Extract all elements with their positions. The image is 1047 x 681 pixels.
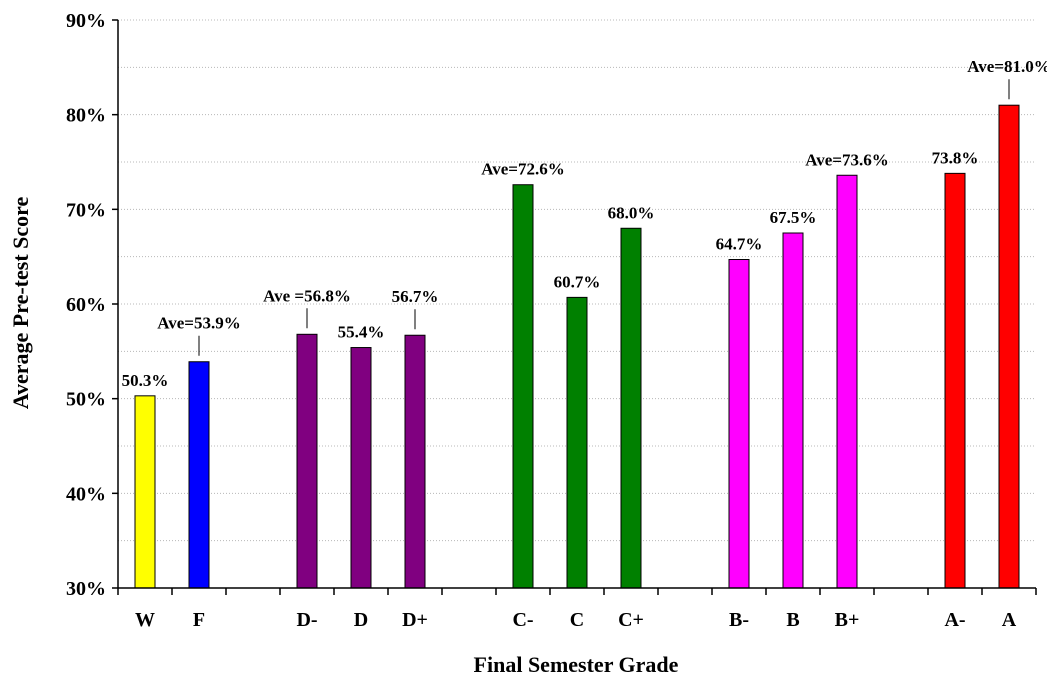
x-tick-labels: W F D- D D+ C- C C+ B- B B+ A- A (135, 609, 1017, 631)
bar-B-minus (728, 259, 750, 589)
y-axis-title: Average Pre-test Score (8, 196, 33, 409)
x-tick-label: D (354, 609, 368, 631)
x-tick-label: F (193, 609, 205, 631)
x-tick-label: B- (729, 609, 749, 631)
bar-D-plus (404, 334, 426, 589)
data-label: 67.5% (770, 208, 817, 227)
y-tick-label: 40% (66, 483, 106, 505)
data-label: Ave =56.8% (263, 286, 351, 305)
data-label: 56.7% (392, 287, 439, 306)
data-labels: 50.3% Ave=53.9% Ave =56.8% 55.4% 56.7% Ave=72… (122, 57, 1047, 390)
bars (134, 104, 1020, 589)
x-tick-label: A- (944, 609, 965, 631)
x-tick-label: C- (512, 609, 533, 631)
bar-C (566, 296, 588, 589)
bar-A-minus (944, 172, 966, 589)
bar-C-plus (620, 227, 642, 589)
y-tick-label: 80% (66, 105, 106, 127)
data-label: 50.3% (122, 371, 169, 390)
x-tick-label: C (570, 609, 584, 631)
data-label: Ave=73.6% (805, 150, 889, 169)
x-tick-label: A (1002, 609, 1017, 631)
x-tick-label: W (135, 609, 155, 631)
data-label: 55.4% (338, 323, 385, 342)
x-tick-label: D+ (402, 609, 428, 631)
bar-F (188, 361, 210, 589)
bar-A (998, 104, 1020, 589)
y-tick-labels: 30% 40% 50% 60% 70% 80% 90% (66, 10, 106, 600)
y-tick-label: 70% (66, 199, 106, 221)
bar-D-minus (296, 333, 318, 589)
data-label: 60.7% (554, 272, 601, 291)
x-tick-label: B (786, 609, 799, 631)
data-label: Ave=72.6% (481, 160, 565, 179)
x-tick-label: B+ (835, 609, 860, 631)
y-tick-label: 30% (66, 578, 106, 600)
x-tick-label: C+ (618, 609, 644, 631)
data-label: Ave=53.9% (157, 314, 241, 333)
y-tick-label: 90% (66, 10, 106, 32)
bar-C-minus (512, 184, 534, 589)
data-label: 64.7% (716, 235, 763, 254)
bar-B-plus (836, 174, 858, 589)
y-tick-label: 60% (66, 294, 106, 316)
data-label: Ave=81.0% (967, 57, 1047, 76)
bar-B (782, 232, 804, 589)
x-tick-label: D- (296, 609, 317, 631)
axes (112, 19, 1037, 595)
data-label: 73.8% (932, 148, 979, 167)
y-tick-label: 50% (66, 389, 106, 411)
bar-D (350, 347, 372, 589)
bar-W (134, 395, 156, 589)
data-label: 68.0% (608, 203, 655, 222)
x-axis-title: Final Semester Grade (474, 652, 679, 677)
